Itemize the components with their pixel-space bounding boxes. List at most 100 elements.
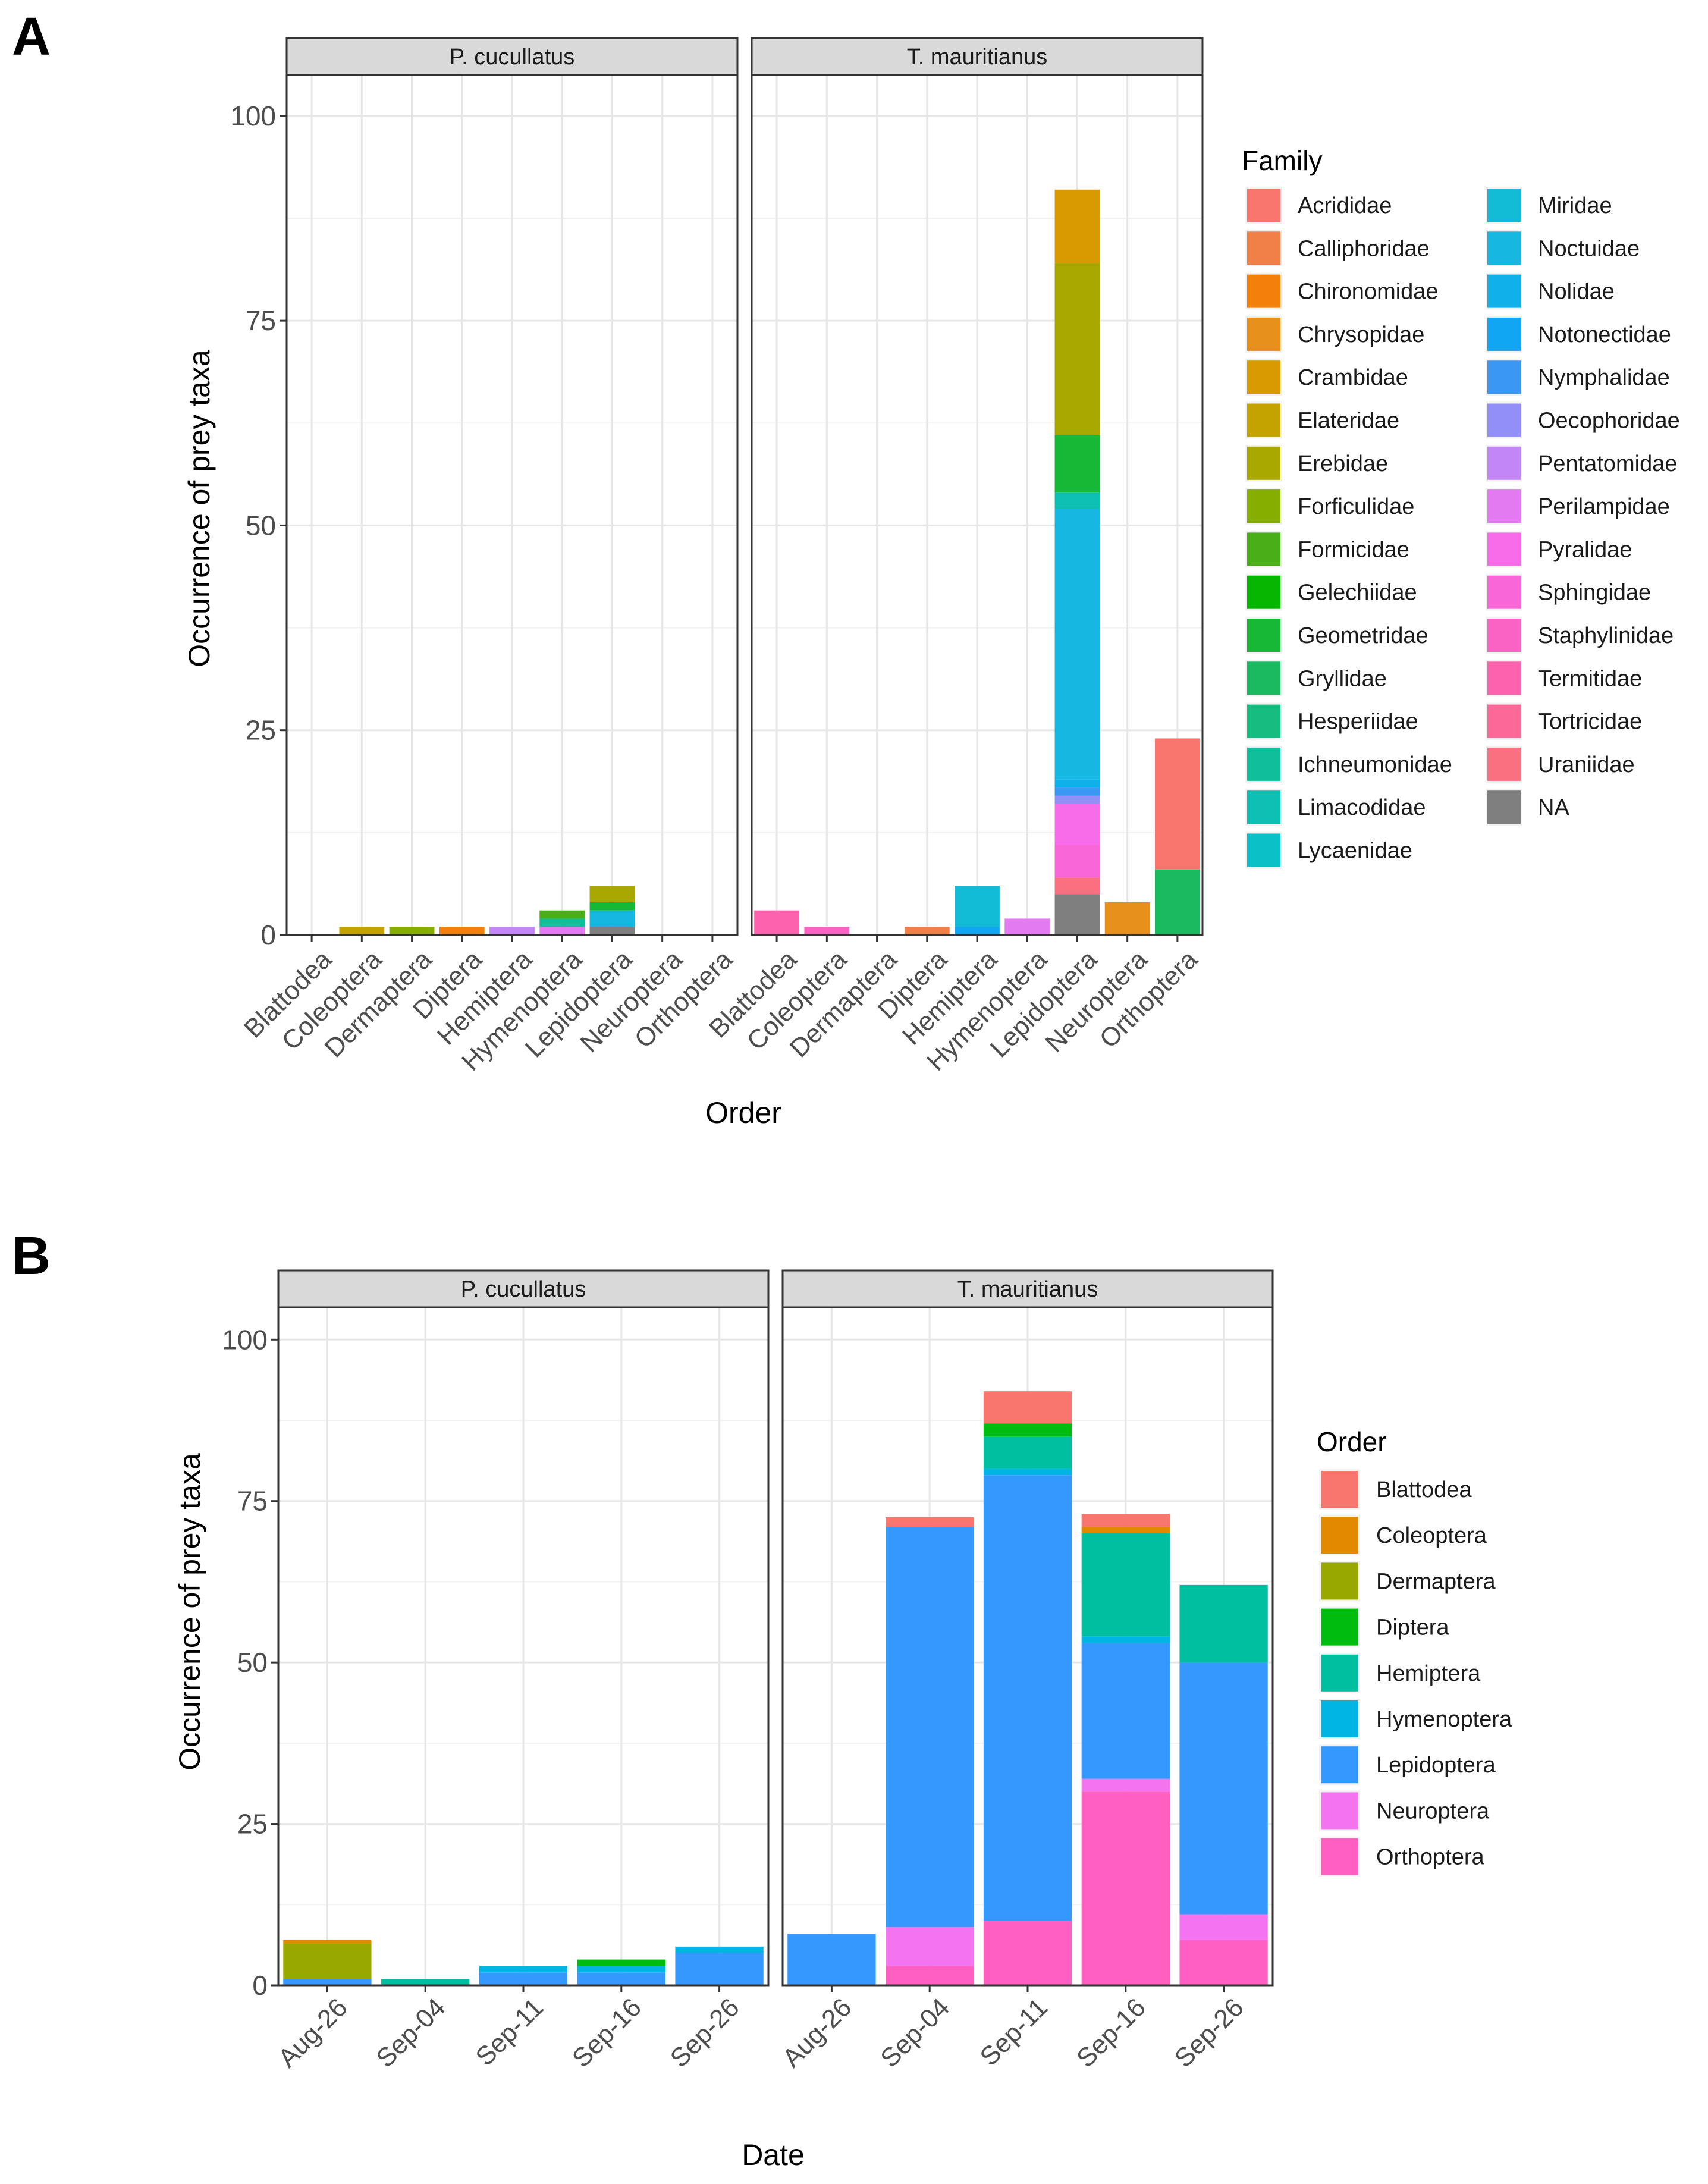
legend-label: Pyralidae [1538,537,1632,562]
legend-item-formicidae: Formicidae [1245,531,1409,568]
legend-item-dermaptera: Dermaptera [1319,1561,1496,1602]
legend-item-lycaenidae: Lycaenidae [1245,831,1412,869]
bar-lepidoptera-pyralidae [1054,804,1100,845]
bar-sep-11-hemiptera [983,1436,1072,1469]
bar-hemiptera-pentatomidae [489,927,535,935]
panel-b-y-axis-title: Occurrence of prey taxa [173,1453,206,1771]
facet-strip [751,37,1204,76]
legend-swatch [1247,747,1280,781]
facet-strip [277,1269,770,1308]
bar-hymenoptera-perilampidae [539,927,585,935]
bar-sep-26-hymenoptera [675,1946,764,1953]
facet-strip-label: T. mauritianus [907,45,1048,70]
bar-sep-11-diptera [983,1423,1072,1437]
x-tick-label: Sep-04 [371,1992,451,2073]
legend-item-blattodea: Blattodea [1319,1469,1472,1510]
legend-swatch [1487,446,1521,480]
legend-label: Lepidoptera [1376,1753,1496,1778]
chart-panel-b: B Date Occurrence of prey taxa Order P. … [12,1226,1512,2172]
legend-label: Nymphalidae [1538,365,1670,390]
bar-lepidoptera-erebidae [589,886,635,902]
legend-swatch [1487,532,1521,566]
bar-sep-04-orthoptera [886,1966,974,1985]
bar-hemiptera-miridae [955,886,1000,927]
bar-hemiptera-notonectidae [955,927,1000,935]
legend-label: Hymenoptera [1376,1707,1512,1732]
bar-aug-26-dermaptera [283,1943,372,1979]
bar-sep-26-lepidoptera [1179,1662,1268,1915]
x-tick-label: Aug-26 [272,1992,353,2073]
bar-lepidoptera-crambidae [1054,189,1100,263]
bar-sep-11-blattodea [983,1391,1072,1424]
legend-label: Calliphoridae [1298,236,1430,261]
legend-item-forficulidae: Forficulidae [1245,488,1414,525]
legend-label: Gryllidae [1298,666,1387,691]
legend-label: Ichneumonidae [1298,752,1452,777]
bar-coleoptera-elateridae [339,927,385,935]
legend-item-gryllidae: Gryllidae [1245,660,1387,697]
bar-sep-16-hymenoptera [1081,1636,1170,1643]
bar-coleoptera-staphylinidae [804,927,850,935]
bar-sep-26-hemiptera [1179,1584,1268,1663]
legend-swatch [1247,403,1280,437]
legend-swatch [1487,489,1521,523]
bar-lepidoptera-sphingidae [1054,845,1100,878]
bar-sep-16-orthoptera [1081,1791,1170,1985]
legend-label: Lycaenidae [1298,839,1412,864]
x-tick-label: Sep-16 [1071,1992,1151,2073]
bar-sep-11-hymenoptera [983,1468,1072,1476]
panel-b-legend: Blattodea Coleoptera Dermaptera Diptera Hemi… [1319,1469,1512,1877]
bar-lepidoptera-erebidae [1054,263,1100,435]
bar-aug-26-lepidoptera [283,1979,372,1985]
x-tick-label: Aug-26 [777,1992,857,2073]
legend-item-pyralidae: Pyralidae [1486,531,1632,568]
legend-item-crambidae: Crambidae [1245,359,1408,396]
legend-label: Diptera [1376,1615,1449,1640]
bar-diptera-chironomidae [439,927,485,935]
legend-label: Noctuidae [1538,236,1640,261]
facet-strip [285,37,739,76]
x-tick-label: Sep-11 [470,1992,549,2072]
legend-swatch [1321,1746,1358,1784]
bar-sep-26-neuroptera [1179,1914,1268,1940]
legend-label: Notonectidae [1538,322,1671,347]
bar-dermaptera-forficulidae [389,927,435,935]
facet-strip [781,1269,1274,1308]
chart-panel-a: A Order Occurrence of prey taxa Family P… [12,7,1680,1129]
legend-item-tortricidae: Tortricidae [1486,702,1642,740]
panel-b-legend-title: Order [1317,1426,1387,1457]
legend-swatch [1321,1608,1358,1646]
bar-lepidoptera-na [589,927,635,935]
bar-lepidoptera-uraniidae [1054,877,1100,895]
legend-item-gelechiidae: Gelechiidae [1245,573,1417,611]
legend-label: Forficulidae [1298,494,1414,519]
legend-item-nymphalidae: Nymphalidae [1486,359,1670,396]
legend-swatch [1487,704,1521,738]
bar-sep-16-lepidoptera [577,1972,665,1985]
y-tick-label: 0 [252,1970,268,2001]
legend-label: Miridae [1538,193,1612,218]
legend-item-chironomidae: Chironomidae [1245,272,1439,310]
bar-sep-04-lepidoptera [886,1527,974,1928]
legend-item-hesperiidae: Hesperiidae [1245,702,1418,740]
legend-item-chrysopidae: Chrysopidae [1245,315,1424,353]
legend-item-limacodidae: Limacodidae [1245,789,1426,826]
legend-label: Formicidae [1298,537,1409,562]
bar-lepidoptera-noctuidae [1054,509,1100,780]
legend-item-hymenoptera: Hymenoptera [1319,1699,1512,1739]
legend-label: Sphingidae [1538,580,1651,605]
legend-swatch [1487,403,1521,437]
bar-sep-04-neuroptera [886,1927,974,1966]
bar-aug-26-coleoptera [283,1940,372,1944]
panel-b-facet-p-cucullatus: P. cucullatus Aug-26 Sep-04 Sep-11 Sep-16 Sep… [272,1269,770,2073]
y-tick-label: 50 [237,1647,268,1678]
y-tick-label: 75 [246,305,276,336]
legend-label: Tortricidae [1538,710,1642,735]
bar-orthoptera-gryllidae [1154,869,1200,935]
x-tick-label: Sep-26 [665,1992,745,2073]
bar-diptera-calliphoridae [904,927,950,935]
legend-swatch [1487,189,1521,222]
legend-swatch [1487,790,1521,824]
legend-swatch [1487,360,1521,394]
legend-swatch [1487,231,1521,265]
